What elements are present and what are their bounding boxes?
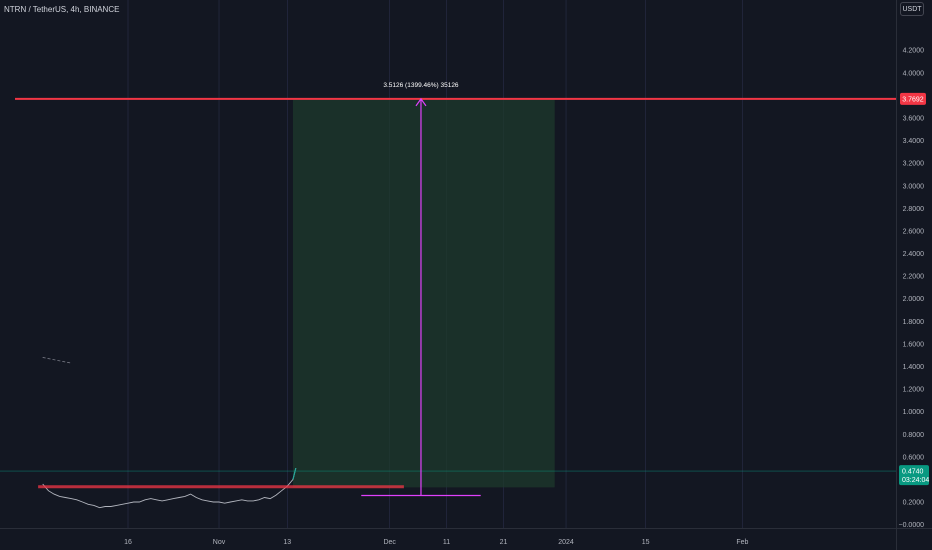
currency-button[interactable]: USDT bbox=[900, 2, 924, 16]
y-tick-label: 3.0000 bbox=[903, 183, 925, 190]
y-tick-label: 0.8000 bbox=[903, 432, 925, 439]
y-tick-label: 1.6000 bbox=[903, 341, 925, 348]
last-candle bbox=[292, 467, 297, 480]
y-tick-label: 0.6000 bbox=[903, 454, 925, 461]
y-tick-label: 1.8000 bbox=[903, 319, 925, 326]
y-tick-label: 1.4000 bbox=[903, 364, 925, 371]
last-price-badge bbox=[899, 465, 929, 486]
measure-label: 3.5126 (1399.46%) 35126 bbox=[383, 82, 459, 89]
x-tick-label: Nov bbox=[213, 539, 226, 546]
projection-zone[interactable] bbox=[292, 98, 555, 488]
y-tick-label: 2.2000 bbox=[903, 274, 925, 281]
x-tick-label: 21 bbox=[500, 539, 508, 546]
drawing-zones bbox=[292, 98, 555, 488]
measure-arrow-head bbox=[415, 97, 427, 107]
y-tick-label: 2.8000 bbox=[903, 206, 925, 213]
axes: 4.20004.00003.80003.60003.40003.20003.00… bbox=[124, 48, 929, 546]
price-line bbox=[42, 467, 297, 509]
x-tick-label: 11 bbox=[443, 539, 450, 546]
y-tick-label: 2.0000 bbox=[903, 296, 925, 303]
dashed-trendline[interactable] bbox=[42, 357, 72, 364]
y-tick-label: 2.4000 bbox=[903, 251, 925, 258]
x-tick-label: Feb bbox=[736, 539, 748, 546]
y-tick-label: 1.2000 bbox=[903, 387, 925, 394]
x-tick-label: 2024 bbox=[558, 539, 574, 546]
symbol-title[interactable]: NTRN / TetherUS, 4h, BINANCE bbox=[4, 5, 120, 14]
y-tick-label: 3.6000 bbox=[903, 116, 925, 123]
x-tick-label: 15 bbox=[642, 539, 650, 546]
y-tick-label: 1.0000 bbox=[903, 409, 925, 416]
y-tick-label: 2.6000 bbox=[903, 228, 925, 235]
last-price-label: 0.4740 bbox=[902, 469, 924, 476]
y-tick-label: 3.4000 bbox=[903, 138, 925, 145]
y-tick-label: 4.0000 bbox=[903, 70, 925, 77]
resistance-price-badge bbox=[900, 92, 926, 105]
drawings: 3.5126 (1399.46%) 35126 bbox=[0, 82, 896, 497]
x-tick-label: Dec bbox=[383, 539, 396, 546]
resistance-price-label: 3.7692 bbox=[902, 96, 924, 103]
y-tick-label: 4.2000 bbox=[903, 48, 925, 55]
price-series bbox=[42, 467, 297, 509]
x-tick-label: 16 bbox=[124, 539, 132, 546]
y-tick-label: 3.2000 bbox=[903, 161, 925, 168]
y-tick-label: −0.0000 bbox=[899, 522, 925, 529]
x-tick-label: 13 bbox=[283, 539, 291, 546]
bar-countdown-label: 03:24:04 bbox=[902, 477, 929, 484]
y-tick-label: 0.2000 bbox=[903, 500, 925, 507]
